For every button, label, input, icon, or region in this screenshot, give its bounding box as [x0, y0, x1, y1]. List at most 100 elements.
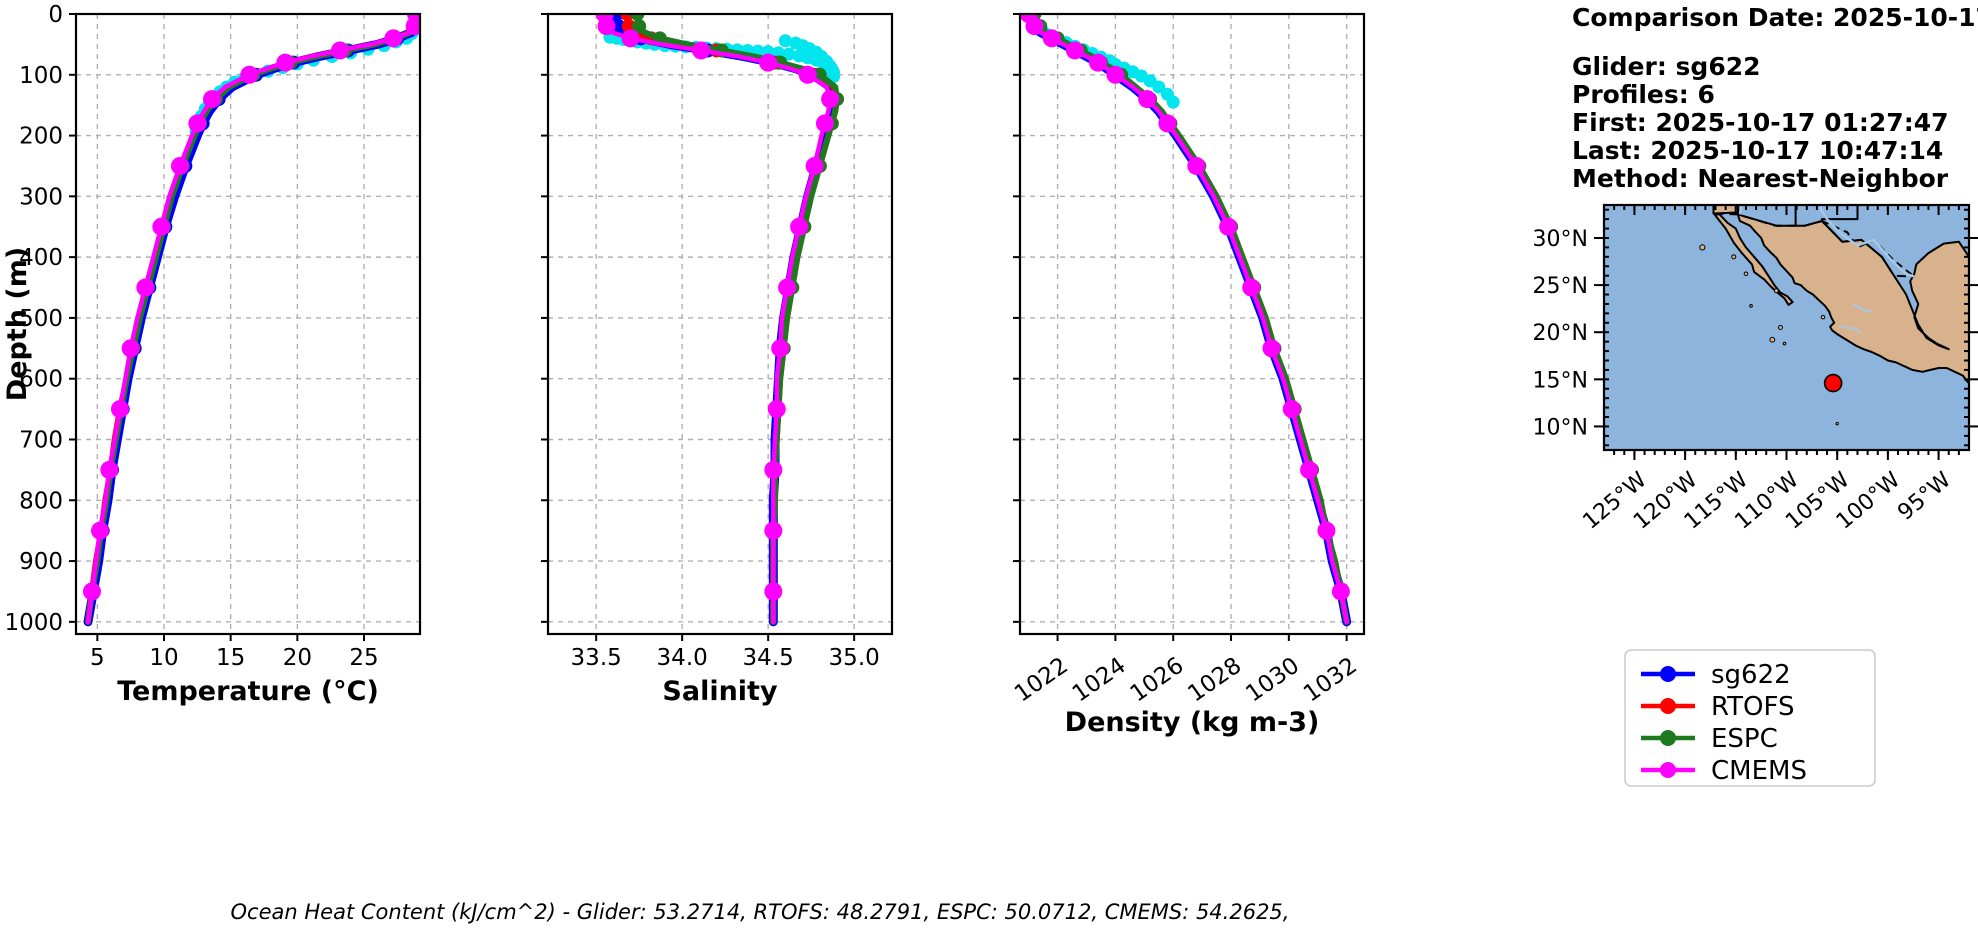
y-tick-label: 100	[19, 63, 63, 89]
map-state-border-1	[1736, 205, 1740, 215]
map-island	[1749, 304, 1753, 308]
salinity-axes-frame	[546, 12, 894, 636]
temperature-x-axis-title: Temperature (°C)	[117, 676, 379, 707]
series-marker	[798, 65, 817, 84]
map-island	[1769, 336, 1776, 343]
series-marker	[630, 14, 645, 21]
series-marker	[240, 65, 259, 84]
salinity-x-axis-title: Salinity	[662, 676, 778, 707]
series-marker	[171, 156, 189, 175]
panel-caption: Ocean Heat Content (kJ/cm^2) - Glider: 5…	[231, 900, 1290, 924]
metadata-method: Method: Nearest-Neighbor	[1572, 164, 1949, 193]
map-glider-marker[interactable]	[1823, 373, 1843, 393]
salinity-gridlines	[548, 13, 892, 634]
series-marker	[1300, 460, 1319, 479]
panel-salinity: 33.5 34.0 34.5 35.0 Salinity	[541, 12, 894, 707]
series-marker	[1262, 339, 1281, 358]
series-marker	[621, 29, 640, 48]
series-marker	[692, 41, 711, 60]
x-tick-label: 34.5	[743, 645, 794, 671]
series-marker	[111, 400, 129, 419]
panel-metadata: Comparison Date: 2025-10-17 Glider: sg622…	[1572, 3, 1978, 193]
map-lat-tick-label: 15°N	[1533, 368, 1588, 393]
y-tick-label: 800	[19, 488, 63, 514]
legend-label: CMEMS	[1711, 756, 1807, 786]
x-tick-label: 35.0	[829, 645, 880, 671]
series-marker	[1158, 114, 1177, 133]
map-land-layer	[1699, 205, 1969, 426]
y-tick-label: 200	[19, 124, 63, 150]
density-x-axis-title: Density (kg m-3)	[1065, 707, 1320, 738]
metadata-last-profile: Last: 2025-10-17 10:47:14	[1572, 136, 1943, 165]
map-lat-tick-label: 30°N	[1533, 227, 1588, 252]
series-marker	[1317, 521, 1336, 540]
map-island	[1777, 325, 1783, 330]
x-tick-label: 34.0	[657, 645, 708, 671]
y-tick-label: 500	[19, 306, 63, 332]
y-axis-title: Depth (m)	[2, 247, 33, 401]
density-series-CMEMS	[1020, 14, 1350, 625]
map-lat-tick-label: 25°N	[1533, 274, 1588, 299]
legend-marker-swatch	[1660, 666, 1676, 682]
series-marker	[815, 114, 834, 133]
x-tick-label: 25	[349, 645, 378, 671]
series-marker	[152, 217, 171, 236]
series-marker	[384, 29, 403, 48]
map-island	[1782, 341, 1787, 346]
series-marker	[100, 460, 119, 479]
y-tick-label: 900	[19, 549, 63, 575]
series-marker	[767, 400, 786, 419]
map-mainland	[1712, 205, 1969, 385]
series-marker	[764, 521, 783, 540]
series-marker	[1138, 90, 1157, 109]
series-marker	[759, 53, 778, 72]
series-marker	[121, 339, 140, 358]
series-marker	[405, 17, 420, 36]
map-island	[1820, 314, 1826, 320]
series-marker	[1089, 53, 1108, 72]
density-plot-area	[1020, 14, 1364, 634]
series-marker	[1065, 41, 1084, 60]
panel-temperature: 5 10 15 20 25 Temperature (°C) 0 100 200 300 400 50…	[2, 2, 422, 707]
series-marker	[1042, 29, 1061, 48]
series-marker	[597, 17, 616, 36]
y-tick-label: 600	[19, 367, 63, 393]
legend-marker-swatch	[1660, 762, 1676, 778]
scatter-point	[778, 34, 792, 48]
temperature-series-CMEMS	[83, 14, 420, 625]
map-usa-mexico-border	[1714, 212, 1915, 278]
y-tick-label: 300	[19, 184, 63, 210]
salinity-x-axis: 33.5 34.0 34.5 35.0	[571, 634, 880, 671]
series-marker	[83, 582, 101, 601]
temperature-y-axis: 0 100 200 300 400 500 600 700 800 900 1000	[4, 2, 76, 636]
scatter-point	[825, 64, 839, 78]
legend-marker-swatch	[1660, 698, 1676, 714]
map-island	[1743, 271, 1749, 277]
metadata-comparison-date: Comparison Date: 2025-10-17	[1572, 3, 1978, 32]
temperature-data-layer	[83, 14, 420, 627]
legend-entry-rtofs[interactable]: RTOFS	[1641, 692, 1795, 722]
map-state-border-3	[1821, 205, 1859, 221]
x-tick-label: 15	[216, 645, 245, 671]
series-marker	[821, 90, 840, 109]
map-river-interior-2	[1841, 325, 1863, 335]
series-marker	[764, 582, 783, 601]
density-y-axis	[1013, 13, 1020, 623]
legend-entry-sg622[interactable]: sg622	[1641, 660, 1791, 690]
series-marker	[91, 521, 109, 540]
series-marker	[764, 460, 783, 479]
legend-entry-espc[interactable]: ESPC	[1641, 724, 1778, 754]
series-marker	[1187, 156, 1206, 175]
series-marker	[136, 278, 155, 297]
x-tick-label: 20	[283, 645, 312, 671]
map-river-interior-1	[1852, 303, 1872, 313]
salinity-y-axis	[541, 13, 548, 623]
legend-entry-cmems[interactable]: CMEMS	[1641, 756, 1807, 786]
map-river-colorado	[1738, 205, 1742, 215]
scatter-point	[1152, 80, 1166, 94]
series-marker	[790, 217, 809, 236]
series-marker	[620, 14, 635, 21]
